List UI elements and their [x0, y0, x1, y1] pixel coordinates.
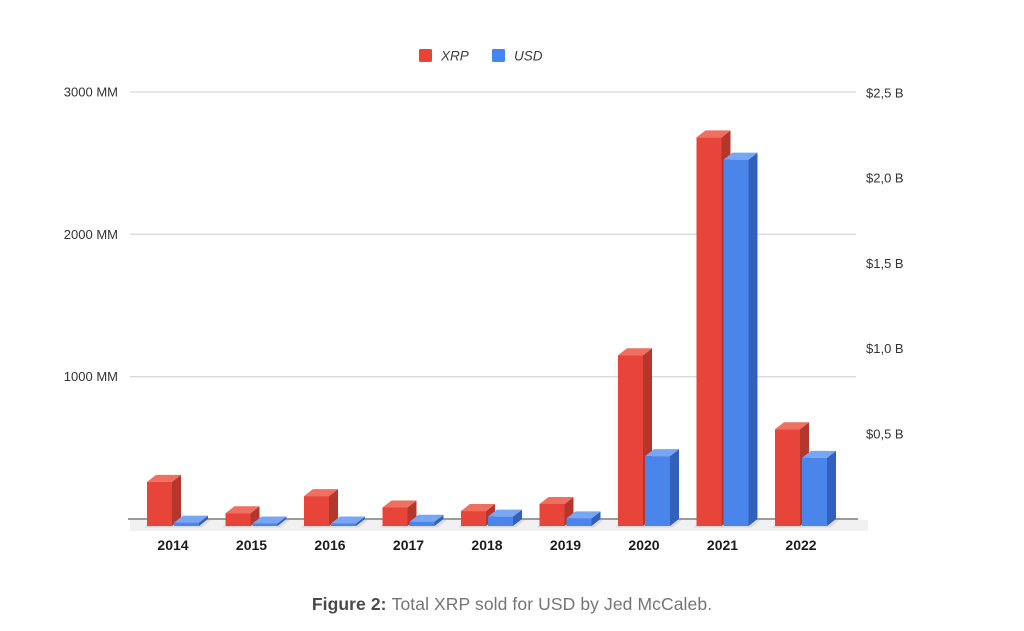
figure-caption-label: Figure 2:: [311, 594, 387, 614]
bar-xrp-2021-top: [696, 130, 731, 138]
bar-usd-2016-top: [331, 516, 365, 524]
bar-usd-2017-side: [434, 514, 444, 526]
bar-xrp-2021-front: [696, 137, 722, 526]
bar-usd-2015-front: [252, 523, 278, 526]
bar-xrp-2019-top: [539, 496, 574, 504]
bar-xrp-2015-front: [225, 513, 251, 526]
bar-usd-2020-front: [645, 456, 670, 526]
bar-usd-2022-side: [827, 450, 836, 526]
bar-xrp-2022-top: [775, 422, 809, 430]
left-axis-tick-label: 1000 MM: [64, 369, 118, 384]
figure-caption: Figure 2: Total XRP sold for USD by Jed M…: [0, 594, 1024, 615]
bar-xrp-2015-top: [225, 506, 260, 514]
x-axis-category-label: 2018: [471, 537, 502, 553]
bar-usd-2020-side: [670, 449, 679, 526]
x-axis-category-label: 2015: [236, 537, 267, 553]
x-axis-category-label: 2022: [785, 537, 816, 553]
legend-label-xrp: XRP: [440, 49, 469, 64]
bar-usd-2019-top: [566, 511, 601, 519]
x-axis-category-label: 2016: [314, 537, 345, 553]
left-axis-tick-label: 2000 MM: [64, 227, 118, 242]
figure-caption-text: Total XRP sold for USD by Jed McCaleb.: [391, 594, 713, 614]
bar-usd-2015-top: [252, 516, 287, 524]
x-axis-category-label: 2021: [707, 537, 738, 553]
left-axis-tick-label: 3000 MM: [64, 85, 118, 100]
bar-xrp-2016-top: [304, 489, 338, 497]
right-axis-tick-label: $0,5 B: [866, 426, 904, 441]
bar-usd-2018-side: [513, 509, 522, 526]
right-axis-tick-label: $2,0 B: [866, 171, 904, 186]
bar-usd-2017-top: [409, 514, 444, 522]
bar-xrp-2018-top: [461, 504, 495, 512]
bar-xrp-2019-front: [539, 503, 565, 526]
bar-xrp-2020-top: [618, 348, 652, 356]
bar-xrp-2017-top: [382, 500, 417, 508]
bar-xrp-2020-front: [618, 355, 643, 526]
x-axis-category-label: 2020: [628, 537, 659, 553]
bar-xrp-2015-side: [250, 506, 260, 526]
bar-usd-2019-front: [566, 518, 592, 526]
right-axis-tick-label: $2,5 B: [866, 86, 904, 101]
bar-usd-2018-top: [488, 509, 522, 517]
right-axis-tick-label: $1,5 B: [866, 256, 904, 271]
right-axis-tick-label: $1,0 B: [866, 341, 904, 356]
bar-usd-2017-front: [409, 521, 435, 526]
bar-usd-2022-top: [802, 450, 836, 458]
legend-swatch-xrp: [419, 49, 432, 62]
bar-xrp-2018-front: [461, 511, 486, 526]
bar-usd-2021-front: [723, 159, 749, 526]
bar-xrp-2014-front: [147, 481, 172, 526]
bar-usd-2014-side: [199, 515, 208, 526]
bar-xrp-2017-front: [382, 507, 408, 526]
bar-usd-2014-front: [174, 522, 199, 526]
bar-xrp-2022-front: [775, 429, 800, 526]
bar-usd-2016-front: [331, 523, 356, 526]
bar-usd-2018-front: [488, 516, 513, 526]
bar-usd-2019-side: [591, 511, 601, 526]
bar-usd-2016-side: [356, 516, 365, 526]
bar-usd-2014-top: [174, 515, 208, 523]
legend-label-usd: USD: [514, 49, 543, 64]
legend-swatch-usd: [492, 49, 505, 62]
bar-xrp-2014-side: [172, 474, 181, 526]
bar-usd-2021-top: [723, 152, 758, 160]
bar-usd-2022-front: [802, 457, 827, 526]
bar-usd-2020-top: [645, 449, 679, 457]
x-axis-category-label: 2017: [393, 537, 424, 553]
bar-usd-2015-side: [277, 516, 287, 526]
bar-xrp-2016-front: [304, 496, 329, 526]
x-axis-category-label: 2019: [550, 537, 581, 553]
bar-xrp-2016-side: [329, 489, 338, 526]
bar-xrp-2014-top: [147, 474, 181, 482]
x-axis-category-label: 2014: [157, 537, 188, 553]
bar-usd-2021-side: [748, 152, 758, 526]
